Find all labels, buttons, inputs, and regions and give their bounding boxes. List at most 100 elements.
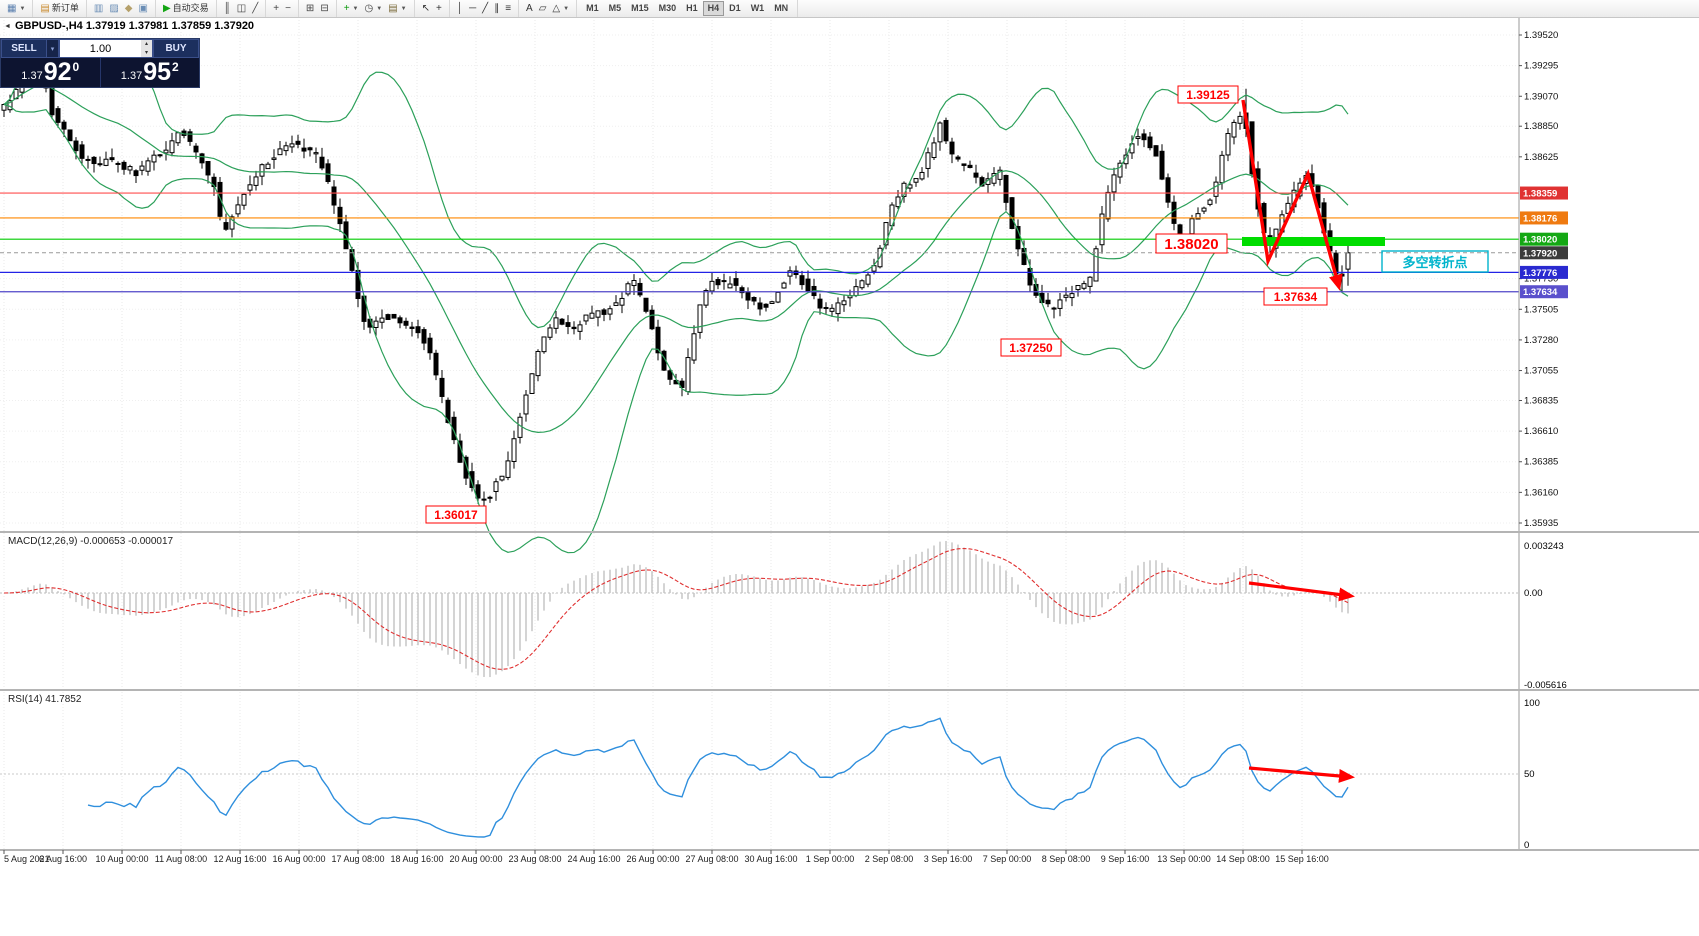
svg-text:11 Aug 08:00: 11 Aug 08:00 (155, 854, 207, 864)
vertical-line-tool-icon: │ (456, 2, 464, 14)
periods-button[interactable]: ◷ ▼ (362, 1, 386, 16)
svg-text:9 Sep 16:00: 9 Sep 16:00 (1101, 854, 1150, 864)
text-tool-button[interactable]: A (523, 1, 536, 16)
svg-text:18 Aug 16:00: 18 Aug 16:00 (390, 854, 443, 864)
timeframe-m15-button[interactable]: M15 (626, 1, 654, 16)
volume-spinner[interactable]: ▴ ▾ (141, 40, 152, 57)
volume-input-wrap: ▴ ▾ (59, 39, 153, 58)
svg-text:100: 100 (1524, 698, 1540, 709)
svg-text:1.39295: 1.39295 (1524, 61, 1558, 72)
bollinger-bands (3, 48, 1349, 554)
timeframe-h1-button[interactable]: H1 (681, 1, 703, 16)
toolbar-group: + − (266, 0, 299, 17)
chevron-down-icon: ▼ (376, 5, 383, 12)
timeframe-mn-button[interactable]: MN (769, 1, 793, 16)
new-chart-icon: ▦ (7, 2, 17, 14)
zoom-in-button[interactable]: + (270, 1, 282, 16)
timeframe-d1-button[interactable]: D1 (724, 1, 746, 16)
templates-icon: ▤ (388, 2, 398, 14)
channel-tool-button[interactable]: ∥ (491, 1, 502, 16)
vertical-line-tool-button[interactable]: │ (454, 1, 466, 16)
buy-price[interactable]: 1.37 95 2 (101, 58, 200, 87)
toolbar-group: ⊞ ⊟ (299, 0, 337, 17)
data-window-icon-icon: ▨ (109, 2, 119, 14)
shapes-tool-button[interactable]: △ ▼ (549, 1, 572, 16)
svg-text:26 Aug 00:00: 26 Aug 00:00 (626, 854, 679, 864)
svg-text:1.38625: 1.38625 (1524, 152, 1558, 163)
chevron-down-icon: ▼ (19, 5, 26, 12)
price-axis: 1.39520 1.39295 1.39070 1.38850 1.38625 1.377… (1518, 17, 1568, 850)
price-annotation-box (1263, 287, 1328, 306)
timeframe-h4-button[interactable]: H4 (702, 1, 725, 16)
terminal-icon[interactable]: ▣ (135, 1, 150, 16)
templates-button[interactable]: ▤ ▼ (385, 1, 409, 16)
svg-text:7 Sep 00:00: 7 Sep 00:00 (983, 854, 1032, 864)
svg-text:1.36835: 1.36835 (1524, 395, 1558, 406)
sell-button[interactable]: SELL (1, 39, 47, 58)
svg-text:0.003243: 0.003243 (1524, 541, 1564, 552)
chart-collapse-icon[interactable]: ◄ (4, 22, 11, 30)
zoom-in-icon: + (273, 2, 280, 14)
bar-chart-type-button[interactable]: ║ (221, 1, 234, 16)
toolbar: ▦ ▼ ▤ 新订单 ▥ ▨ ◆ ▣ ▶ 自动交易 ║ ◫ ╱ + − ⊞ ⊟ + ▼ ◷ ▼ ▤ ▼ ↖ + │ ─ ╱ ∥ ≡ A ▱ △ ▼ M… (0, 0, 1699, 18)
text-label-tool-button[interactable]: ▱ (536, 1, 550, 16)
timeframe-group: M1 M5 M15 M30 H1 H4 D1 W1 MN (577, 0, 799, 17)
svg-text:1.36385: 1.36385 (1524, 457, 1558, 468)
sell-price[interactable]: 1.37 92 0 (1, 58, 101, 87)
svg-text:0: 0 (1524, 840, 1529, 851)
volume-down-icon[interactable]: ▾ (144, 49, 148, 56)
horizontal-line-tool-button[interactable]: ─ (466, 1, 479, 16)
volume-input[interactable] (60, 40, 141, 57)
data-window-icon[interactable]: ▨ (106, 1, 121, 16)
timeframe-m5-button[interactable]: M5 (604, 1, 627, 16)
fibonacci-tool-button[interactable]: ≡ (502, 1, 514, 16)
zoom-out-button[interactable]: − (282, 1, 294, 16)
volume-dropdown-icon[interactable]: ▾ (47, 39, 59, 58)
buy-price-sup: 2 (172, 60, 179, 74)
fibonacci-tool-icon: ≡ (505, 2, 512, 14)
macd-trend-arrow (1248, 581, 1355, 602)
arrange-windows-icon: ⊟ (320, 2, 329, 14)
svg-text:1.37280: 1.37280 (1524, 335, 1558, 346)
arrange-windows-button[interactable]: ⊟ (317, 1, 331, 16)
candlestick-chart-type-button[interactable]: ◫ (234, 1, 249, 16)
new-order-button[interactable]: ▤ 新订单 (37, 1, 81, 16)
svg-text:RSI(14) 41.7852: RSI(14) 41.7852 (8, 694, 82, 705)
svg-text:1.37776: 1.37776 (1523, 268, 1557, 279)
indicators-button[interactable]: + ▼ (341, 1, 362, 16)
svg-text:24 Aug 16:00: 24 Aug 16:00 (567, 854, 620, 864)
cursor-tool-button[interactable]: ↖ (419, 1, 433, 16)
shapes-tool-icon: △ (552, 2, 561, 14)
timeframe-m1-button[interactable]: M1 (581, 1, 604, 16)
tile-windows-button[interactable]: ⊞ (303, 1, 317, 16)
line-chart-type-button[interactable]: ╱ (249, 1, 261, 16)
text-tool-icon: A (526, 2, 533, 14)
svg-text:MACD(12,26,9) -0.000653 -0.000: MACD(12,26,9) -0.000653 -0.000017 (8, 536, 174, 547)
svg-text:多空转折点: 多空转折点 (1402, 255, 1467, 270)
svg-text:27 Aug 08:00: 27 Aug 08:00 (685, 854, 738, 864)
navigator-icon[interactable]: ◆ (122, 1, 136, 16)
timeframe-w1-button[interactable]: W1 (746, 1, 770, 16)
volume-up-icon[interactable]: ▴ (144, 41, 148, 48)
new-order-icon: ▤ (40, 2, 50, 14)
timeframe-m30-button[interactable]: M30 (654, 1, 682, 16)
crosshair-tool-button[interactable]: + (433, 1, 445, 16)
market-watch-icon[interactable]: ▥ (91, 1, 106, 16)
svg-text:13 Sep 00:00: 13 Sep 00:00 (1157, 854, 1211, 864)
channel-tool-icon: ∥ (494, 2, 500, 14)
tile-windows-icon: ⊞ (305, 2, 315, 14)
autotrading-button[interactable]: ▶ 自动交易 (160, 1, 212, 16)
svg-text:1.38020: 1.38020 (1523, 235, 1557, 246)
price-trend-arrow (1241, 99, 1343, 291)
svg-text:1.39125: 1.39125 (1186, 88, 1230, 102)
buy-button[interactable]: BUY (153, 39, 199, 58)
svg-text:50: 50 (1524, 769, 1535, 780)
rsi-trend-arrow (1248, 766, 1355, 783)
svg-text:10 Aug 00:00: 10 Aug 00:00 (95, 854, 148, 864)
turning-point-note-box (1381, 250, 1489, 273)
new-chart-button[interactable]: ▦ ▼ (4, 1, 28, 16)
toolbar-group: ↖ + (415, 0, 450, 17)
trendline-tool-button[interactable]: ╱ (479, 1, 491, 16)
